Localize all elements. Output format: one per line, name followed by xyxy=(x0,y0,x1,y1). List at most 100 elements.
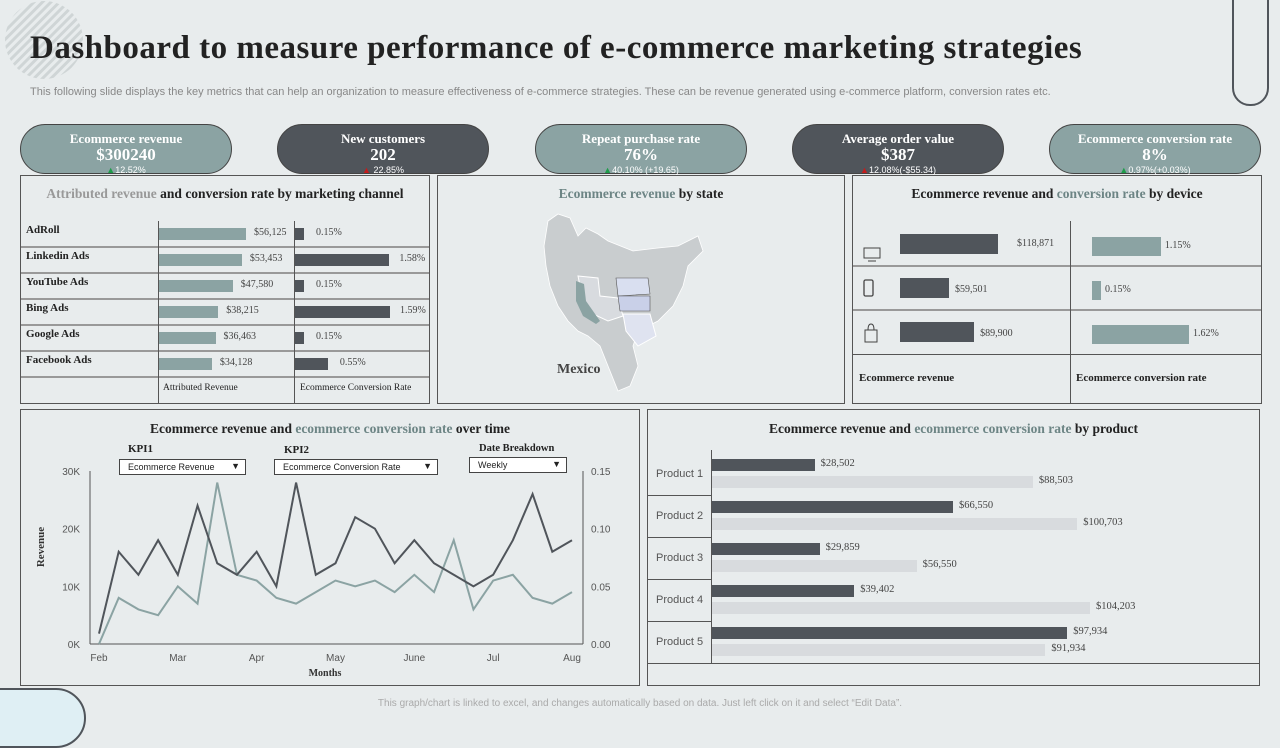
product-label: Product 2 xyxy=(656,510,704,522)
revenue-bar xyxy=(159,228,246,240)
product-bar-value: $97,934 xyxy=(1073,626,1108,637)
product-bar-value: $28,502 xyxy=(820,458,855,469)
channel-name: Facebook Ads xyxy=(26,354,92,366)
us-state-map xyxy=(543,213,704,392)
conversion-bar xyxy=(295,254,390,266)
x-tick-label: Aug xyxy=(563,653,581,664)
row-divider xyxy=(648,621,711,622)
product-bar-value: $88,503 xyxy=(1038,475,1074,486)
kpi-card: Ecommerce revenue $300240 ▲12.52% xyxy=(20,124,232,175)
row-divider xyxy=(853,309,1261,311)
map-state-highlight xyxy=(622,313,657,347)
kpi-card: Ecommerce conversion rate 8% ▲0.97%(+0.03%… xyxy=(1049,124,1261,175)
product-bar-value: $66,550 xyxy=(959,500,994,511)
conversion-bar xyxy=(295,280,304,292)
y-tick-label: 20K xyxy=(62,525,80,536)
product-bar xyxy=(711,476,1033,488)
desktop-icon xyxy=(863,247,881,268)
page-title: Dashboard to measure performance of e-co… xyxy=(30,30,1083,66)
y2-tick-label: 0.10 xyxy=(591,525,611,536)
channel-name: YouTube Ads xyxy=(26,276,89,288)
x-tick-label: Feb xyxy=(90,653,108,664)
kpi1-dropdown[interactable]: Ecommerce Revenue ▼ xyxy=(119,459,246,475)
kpi-change: ▲12.08%(-$55.34) xyxy=(793,166,1003,175)
page-subtitle: This following slide displays the key me… xyxy=(30,86,1051,98)
shopping-bag-icon xyxy=(863,323,879,348)
kpi-label: Average order value xyxy=(841,131,955,146)
kpi-value: 8% xyxy=(1142,145,1168,164)
mobile-icon xyxy=(863,279,875,302)
chevron-down-icon: ▼ xyxy=(552,459,561,469)
column-divider xyxy=(158,221,159,404)
product-bar xyxy=(711,560,917,572)
panel-title: Ecommerce revenue by state xyxy=(558,186,724,201)
conversion-value: 1.59% xyxy=(400,305,426,316)
row-divider xyxy=(21,298,429,300)
column-divider xyxy=(294,221,295,404)
date-breakdown-value: Weekly xyxy=(478,460,508,470)
revenue-bar xyxy=(159,306,219,318)
channel-name: Linkedin Ads xyxy=(26,250,90,262)
map-state-highlight xyxy=(615,277,651,297)
product-bar xyxy=(711,543,820,555)
product-bar-value: $56,550 xyxy=(922,559,957,570)
product-bar-value: $100,703 xyxy=(1083,517,1123,528)
product-bar xyxy=(711,644,1046,656)
product-bar xyxy=(711,627,1068,639)
kpi-card: Average order value $387 ▲12.08%(-$55.34) xyxy=(792,124,1004,175)
product-panel: Ecommerce revenue and ecommerce conversi… xyxy=(647,409,1260,686)
trend-up-icon: ▲ xyxy=(106,165,116,175)
product-label: Product 4 xyxy=(656,594,704,606)
revenue-over-time-panel: Ecommerce revenue and ecommerce conversi… xyxy=(20,409,640,686)
kpi-card: Repeat purchase rate 76% ▲40.10% (+19.65) xyxy=(535,124,747,175)
revenue-value: $47,580 xyxy=(240,279,274,290)
revenue-value: $89,900 xyxy=(980,328,1013,339)
kpi1-value: Ecommerce Revenue xyxy=(128,462,215,472)
row-divider xyxy=(853,354,1261,355)
trend-up-icon: ▲ xyxy=(603,165,613,175)
panel-title: Ecommerce revenue and ecommerce conversi… xyxy=(768,421,1139,436)
product-label: Product 3 xyxy=(656,552,704,564)
trend-up-icon: ▲ xyxy=(1119,165,1129,175)
x-tick-label: May xyxy=(326,653,345,664)
y-axis-title: Revenue xyxy=(35,527,47,567)
column-label: Ecommerce Conversion Rate xyxy=(300,383,412,393)
product-bar xyxy=(711,459,815,471)
row-divider xyxy=(21,246,429,248)
revenue-value: $118,871 xyxy=(1017,238,1055,249)
kpi-change: ▲40.10% (+19.65) xyxy=(536,166,746,175)
x-tick-label: Mar xyxy=(169,653,187,664)
kpi2-dropdown[interactable]: Ecommerce Conversion Rate ▼ xyxy=(274,459,438,475)
conversion-bar xyxy=(295,332,304,344)
line-chart: 0K 10K 20K 30K 0.00 0.05 0.10 0.15 Feb Mar Apr May J… xyxy=(35,467,611,679)
decorative-hatched-circle xyxy=(5,1,83,79)
product-bar-value: $29,859 xyxy=(825,542,860,553)
kpi-value: 76% xyxy=(624,145,658,164)
row-divider xyxy=(853,265,1261,267)
product-label: Product 5 xyxy=(656,636,704,648)
kpi-change-value: 40.10% (+19.65) xyxy=(612,165,679,175)
revenue-bar xyxy=(159,358,212,370)
column-divider xyxy=(1070,221,1071,404)
conversion-bar xyxy=(1092,325,1189,344)
conversion-value: 0.55% xyxy=(339,357,366,368)
y2-tick-label: 0.15 xyxy=(591,467,611,478)
product-bar-value: $39,402 xyxy=(860,584,895,595)
kpi-card: New customers 202 ▲ 22.85% xyxy=(277,124,489,175)
product-bar xyxy=(711,602,1090,614)
y-tick-label: 0K xyxy=(68,640,81,651)
conversion-bar xyxy=(295,358,328,370)
kpi2-label: KPI2 xyxy=(284,444,310,456)
panel-title: Ecommerce revenue and ecommerce conversi… xyxy=(149,421,510,436)
trend-down-icon: ▲ xyxy=(860,165,869,175)
row-divider xyxy=(21,272,429,274)
map-state-california xyxy=(576,281,600,324)
state-map-panel: Ecommerce revenue by state Mexico xyxy=(437,175,845,404)
product-label: Product 1 xyxy=(656,468,704,480)
date-breakdown-dropdown[interactable]: Weekly ▼ xyxy=(469,457,567,473)
channel-name: Bing Ads xyxy=(26,302,69,314)
row-divider xyxy=(648,663,1259,664)
kpi-change-value: 12.52% xyxy=(115,165,146,175)
revenue-line xyxy=(98,482,573,634)
kpi-change-value: 22.85% xyxy=(370,165,404,175)
